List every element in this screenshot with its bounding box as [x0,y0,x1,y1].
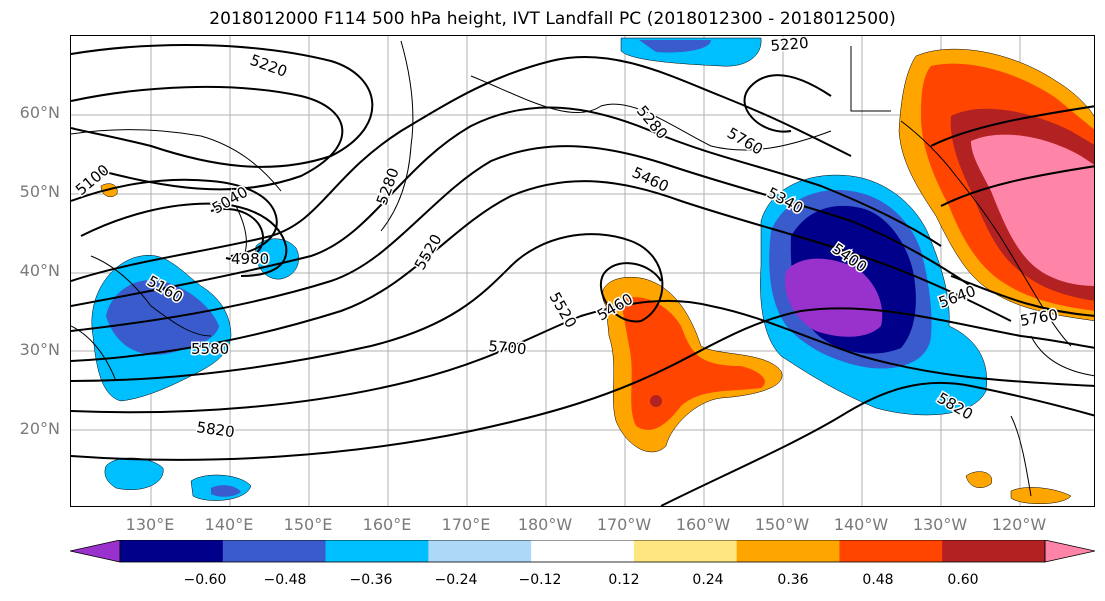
contour-label: 5520 [546,289,581,331]
colorbar-tick-label: −0.24 [434,572,478,588]
contour-label: 5700 [488,337,528,358]
contour-label: 5220 [770,36,810,55]
lon-label-150w: 150°W [754,515,810,534]
colorbar-segment [942,540,1046,562]
lat-label-30n: 30°N [19,340,60,359]
colorbar-segment [839,540,943,562]
colorbar-tick-label: −0.48 [263,572,307,588]
map-panel: 5220 5220 5280 5760 5460 5340 5400 5100 5040 4980… [70,35,1095,507]
colorbar-tick-label: 0.36 [777,572,809,588]
colorbar-segment [325,540,429,562]
lon-label-160w: 160°W [675,515,731,534]
lon-label-120w: 120°W [991,515,1047,534]
lon-label-130e: 130°E [125,515,175,534]
colorbar-tick-label: 0.60 [947,572,979,588]
map-title: 2018012000 F114 500 hPa height, IVT Land… [209,9,896,29]
colorbar [70,540,1095,563]
contour-label: 5220 [248,51,290,81]
colorbar-segment [120,540,224,562]
ivt-negative-west [91,37,762,501]
lon-label-140e: 140°E [204,515,254,534]
lon-label-170e: 170°E [441,515,491,534]
colorbar-segment [428,540,532,562]
lat-label-60n: 60°N [19,103,60,122]
colorbar-segment [222,540,327,562]
contour-label: 5760 [1019,306,1060,330]
colorbar-tick-label: −0.36 [349,572,393,588]
lon-label-170w: 170°W [596,515,652,534]
lon-label-180w: 180°W [517,515,573,534]
colorbar-segment [633,540,738,562]
colorbar-extend-low [70,540,121,563]
contour-label: 5580 [191,340,229,358]
ivt-positive-central [602,277,783,453]
colorbar-tick-label: 0.12 [608,572,640,588]
contour-label: 5520 [411,231,446,273]
colorbar-tick-label: −0.12 [518,572,562,588]
colorbar-tick-label: −0.60 [183,572,227,588]
lon-label-160e: 160°E [362,515,412,534]
lon-label-130w: 130°W [912,515,968,534]
lat-label-20n: 20°N [19,419,60,438]
colorbar-segment [736,540,840,562]
lon-label-150e: 150°E [283,515,333,534]
coastlines [71,40,1094,497]
contour-label: 4980 [231,250,269,268]
height-contours [71,44,1094,506]
lon-label-140w: 140°W [833,515,889,534]
colorbar-extend-high [1044,540,1095,563]
colorbar-tick-label: 0.48 [862,572,894,588]
colorbar-tick-label: 0.24 [692,572,724,588]
contour-label: 5820 [195,418,235,441]
lat-label-40n: 40°N [19,261,60,280]
contour-label: 5760 [724,124,766,159]
colorbar-segment [531,540,635,562]
lat-label-50n: 50°N [19,182,60,201]
colorbar-border [119,540,1046,563]
